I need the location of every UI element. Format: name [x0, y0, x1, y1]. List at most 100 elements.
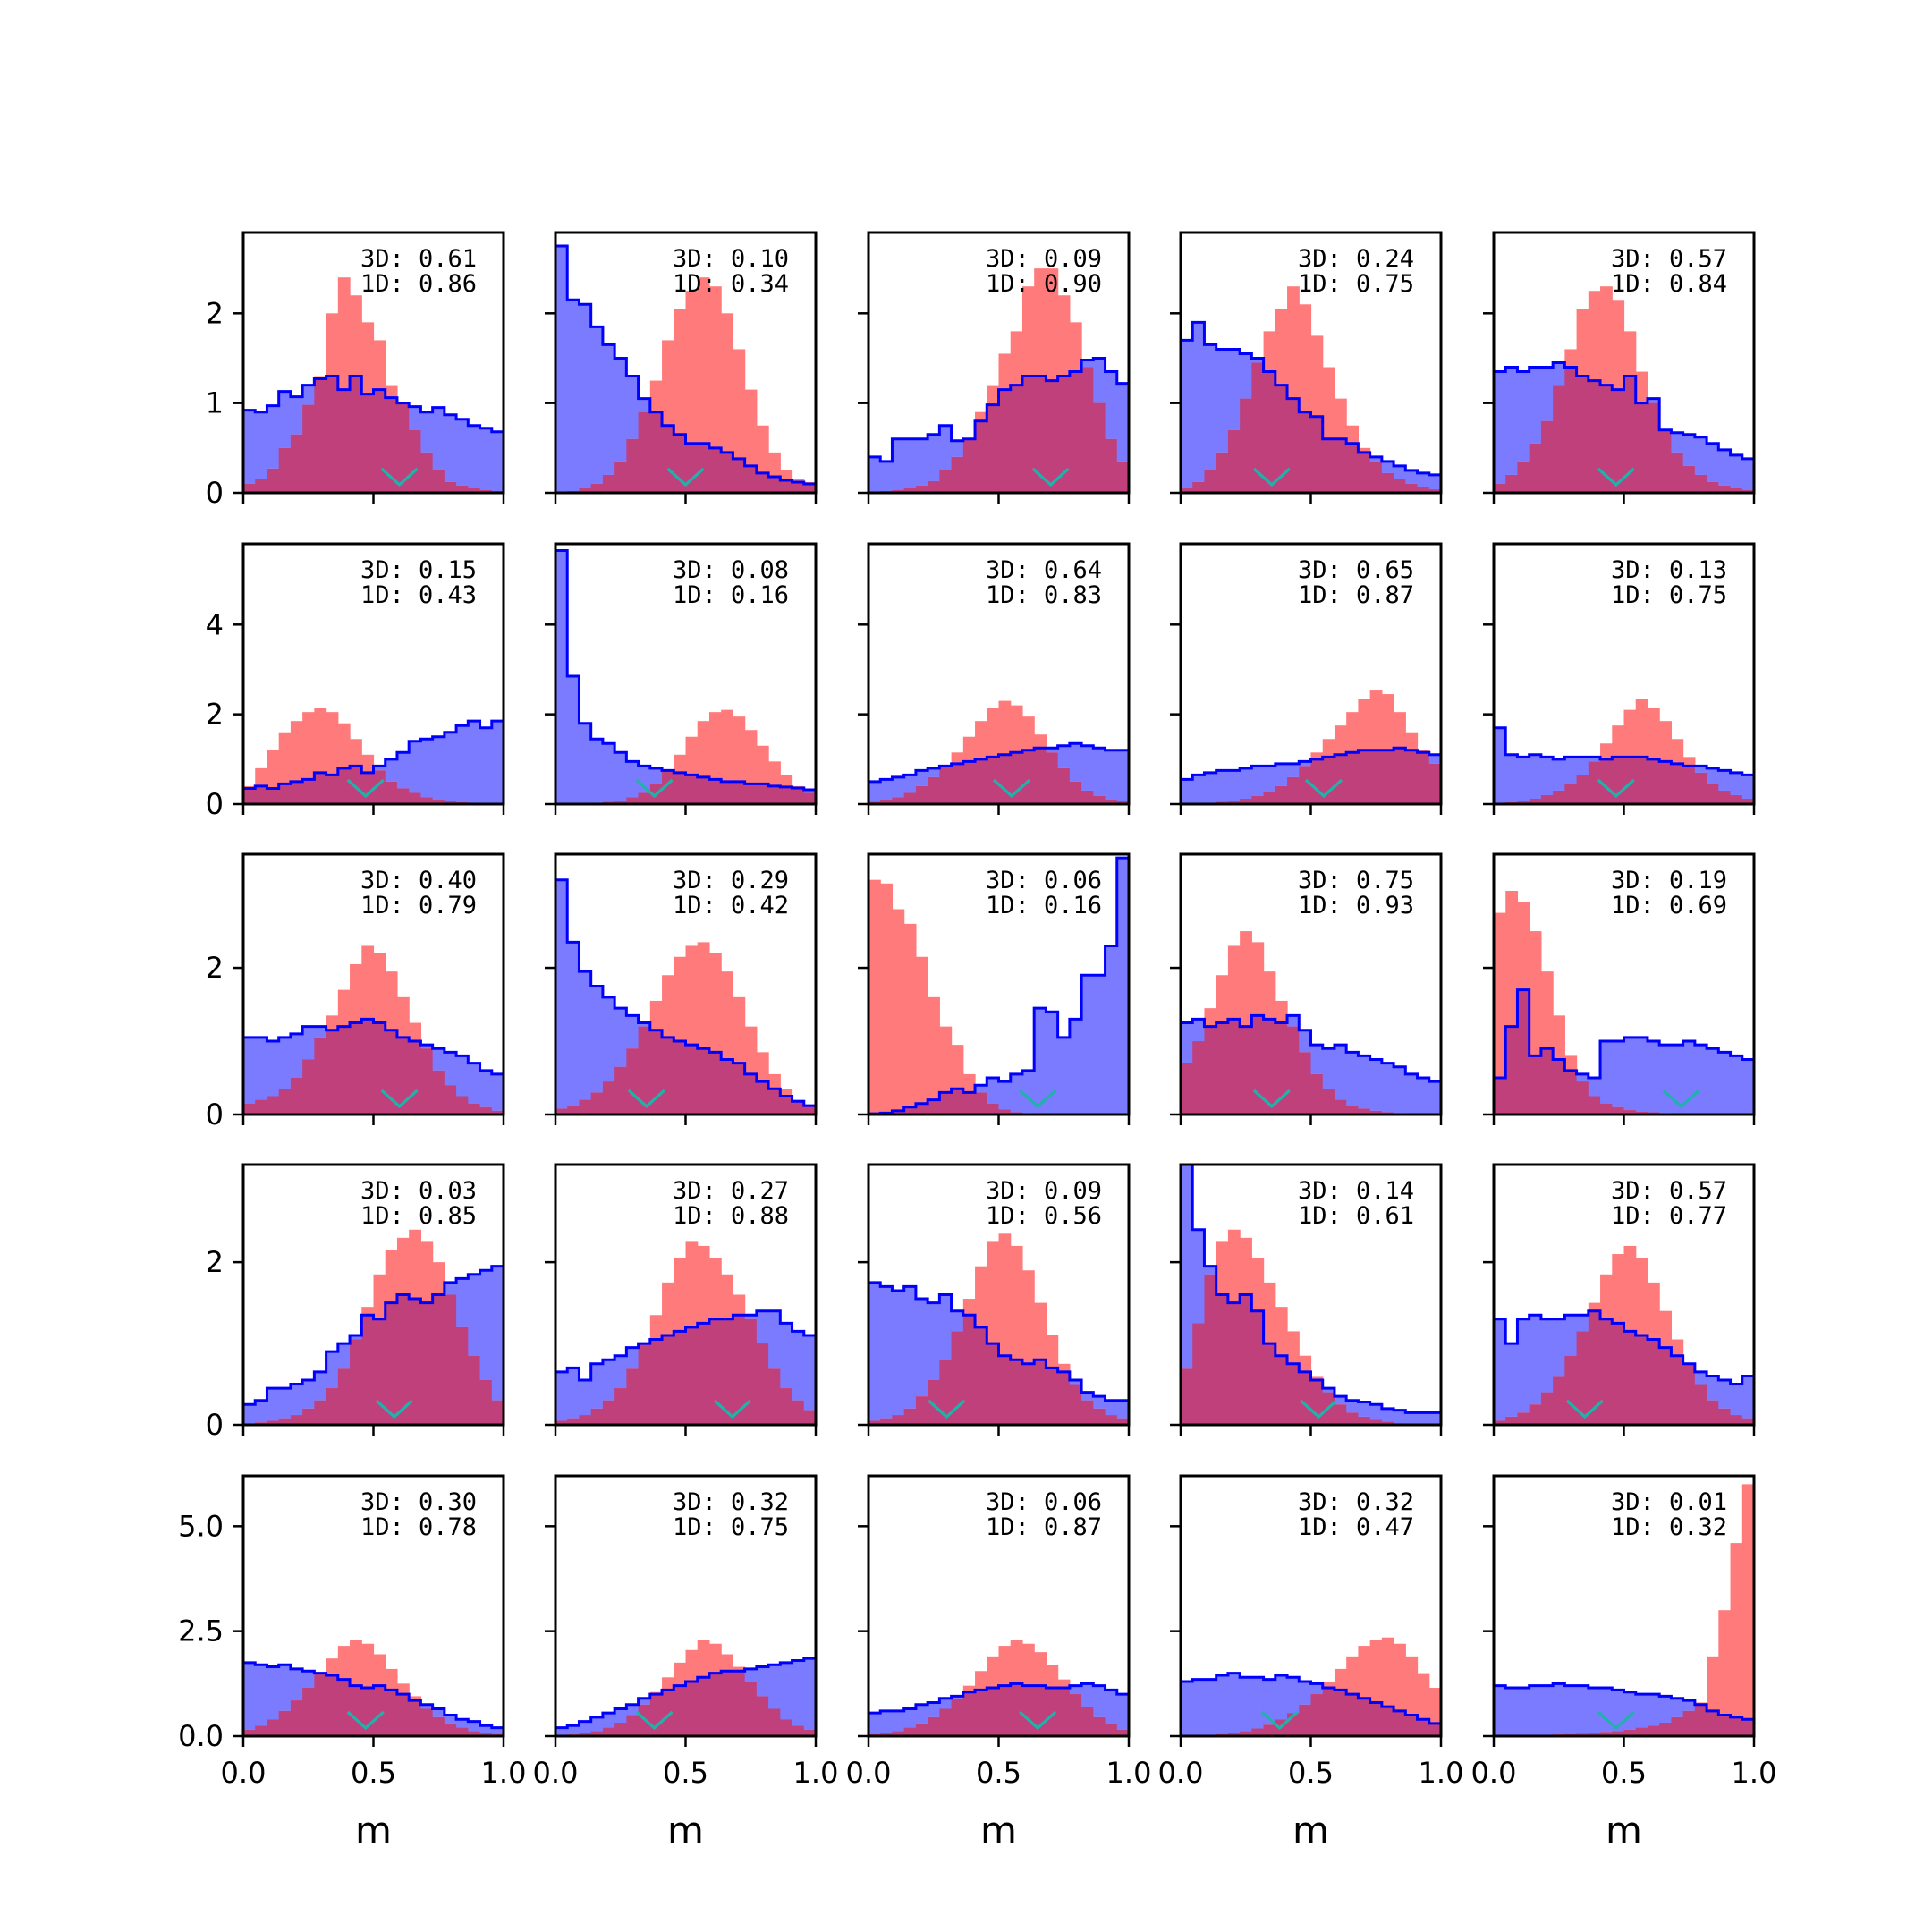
blue-bar	[1369, 1404, 1383, 1420]
overlap-bar	[1730, 1415, 1743, 1425]
overlap-bar	[744, 784, 758, 804]
blue-bar	[1081, 1683, 1094, 1707]
overlap-bar	[1659, 1347, 1673, 1425]
blue-bar	[1635, 1037, 1648, 1112]
blue-bar	[1240, 1677, 1252, 1732]
overlap-bar	[326, 376, 339, 493]
overlap-bar	[1588, 380, 1601, 493]
blue-bar	[998, 1081, 1012, 1110]
overlap-bar	[733, 458, 746, 493]
overlap-bar	[302, 404, 315, 493]
overlap-bar	[768, 476, 781, 493]
blue-bar	[1369, 456, 1383, 462]
blue-bar	[1553, 758, 1565, 791]
overlap-bar	[1671, 1355, 1684, 1425]
overlap-bar	[962, 1092, 976, 1114]
x-axis-label: m	[1292, 1809, 1329, 1852]
blue-bar	[255, 1400, 268, 1423]
overlap-bar	[314, 1037, 327, 1114]
overlap-bar	[444, 1723, 457, 1736]
overlap-bar	[444, 481, 457, 493]
blue-bar	[1694, 436, 1707, 475]
blue-bar	[928, 1702, 940, 1717]
annotation-1d: 1D: 0.42	[673, 892, 789, 919]
overlap-bar	[1540, 1392, 1554, 1425]
overlap-bar	[1057, 376, 1071, 493]
overlap-bar	[1275, 1355, 1288, 1425]
v-marker	[1019, 1089, 1057, 1109]
overlap-bar	[903, 1106, 917, 1114]
overlap-bar	[987, 757, 1000, 804]
blue-bar	[579, 1379, 592, 1416]
blue-step-outline	[555, 1657, 816, 1736]
blue-bar	[780, 1323, 793, 1389]
overlap-bar	[1334, 1690, 1347, 1736]
overlap-bar	[1635, 757, 1648, 804]
overlap-bar	[892, 1731, 905, 1736]
blue-bar	[1394, 465, 1406, 479]
overlap-bar	[1299, 766, 1312, 804]
overlap-bar	[880, 1418, 894, 1425]
blue-bar	[1105, 945, 1118, 1114]
overlap-bar	[1204, 470, 1217, 493]
overlap-bar	[278, 447, 292, 493]
blue-bar	[1494, 371, 1506, 484]
blue-bar	[1405, 1073, 1419, 1114]
overlap-bar	[432, 1070, 445, 1114]
blue-bar	[1287, 1015, 1300, 1027]
annotation-1d: 1D: 0.34	[673, 270, 789, 298]
overlap-bar	[1707, 784, 1719, 804]
blue-bar	[1322, 1388, 1335, 1393]
blue-bar	[1181, 1681, 1193, 1736]
annotation-1d: 1D: 0.75	[1298, 270, 1414, 298]
overlap-bar	[721, 452, 734, 493]
blue-bar	[1517, 757, 1530, 801]
overlap-bar	[892, 489, 905, 493]
blue-bar	[928, 767, 940, 777]
overlap-bar	[1358, 1108, 1371, 1114]
overlap-bar	[892, 797, 905, 804]
blue-bar	[1553, 1318, 1565, 1377]
red-bar	[915, 956, 928, 1114]
blue-step-outline	[869, 1281, 1129, 1425]
overlap-bar	[1181, 1368, 1193, 1425]
overlap-bar	[928, 1379, 940, 1425]
overlap-bar	[721, 1318, 734, 1425]
overlap-bar	[1192, 481, 1206, 493]
v-marker	[1597, 467, 1635, 487]
blue-bar	[915, 1704, 928, 1724]
blue-bar	[1069, 1685, 1082, 1695]
y-tick-label: 2.5	[178, 1614, 224, 1648]
overlap-bar	[1623, 1331, 1637, 1425]
overlap-bar	[756, 1081, 769, 1114]
overlap-bar	[579, 1099, 592, 1114]
overlap-bar	[1346, 443, 1360, 493]
blue-bar	[1204, 1679, 1217, 1735]
annotation-3d: 3D: 0.09	[986, 245, 1102, 273]
overlap-bar	[420, 1048, 434, 1114]
overlap-bar	[928, 1716, 940, 1736]
overlap-bar	[803, 792, 816, 804]
overlap-bar	[420, 452, 434, 493]
overlap-bar	[1517, 461, 1530, 493]
overlap-bar	[803, 483, 816, 493]
overlap-bar	[590, 1092, 604, 1114]
blue-bar	[243, 1037, 256, 1104]
blue-bar	[267, 1388, 280, 1421]
annotation-1d: 1D: 0.83	[986, 581, 1102, 609]
overlap-bar	[1635, 1727, 1648, 1736]
overlap-bar	[420, 1302, 434, 1425]
overlap-bar	[1394, 479, 1406, 493]
blue-bar	[243, 1404, 256, 1424]
overlap-bar	[614, 1722, 627, 1736]
v-marker	[635, 1710, 674, 1731]
overlap-bar	[1216, 1294, 1229, 1425]
overlap-bar	[1600, 1318, 1613, 1425]
blue-bar	[1299, 1030, 1312, 1053]
v-marker	[1565, 1399, 1604, 1419]
overlap-bar	[590, 1408, 604, 1425]
overlap-bar	[373, 389, 386, 493]
blue-bar	[1529, 754, 1542, 799]
